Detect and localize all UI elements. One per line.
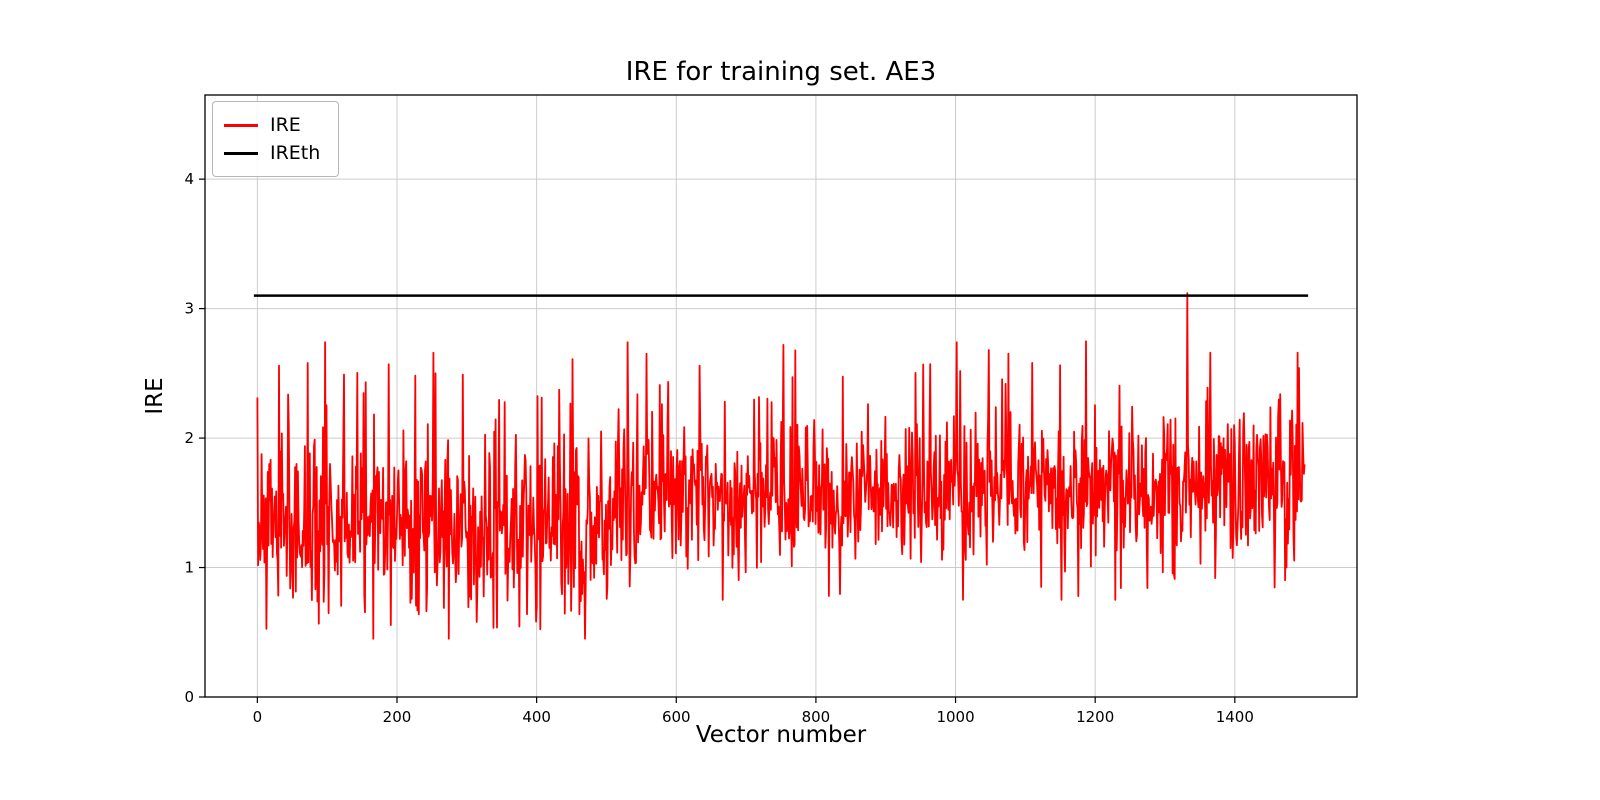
x-tick-label: 400 <box>522 708 551 726</box>
x-axis-label: Vector number <box>695 722 867 748</box>
x-tick-label: 1400 <box>1216 708 1254 726</box>
legend-line-sample-ire <box>224 123 258 127</box>
chart-title: IRE for training set. AE3 <box>625 57 937 87</box>
axes-spine <box>204 94 1358 698</box>
plot-background <box>205 95 1357 697</box>
x-tick-label: 200 <box>383 708 412 726</box>
legend-line-sample-ireth <box>224 151 258 155</box>
y-tick-label: 2 <box>184 429 194 447</box>
legend: IRE IREth <box>212 101 340 177</box>
x-tick-label: 1000 <box>936 708 974 726</box>
y-tick-label: 3 <box>184 300 194 318</box>
legend-label-ireth: IREth <box>270 141 321 164</box>
x-tick-label: 0 <box>253 708 263 726</box>
y-tick-label: 1 <box>184 559 194 577</box>
x-tick-label: 800 <box>802 708 831 726</box>
x-tick-label: 600 <box>662 708 691 726</box>
y-tick-label: 0 <box>184 688 194 706</box>
legend-entry-ire: IRE <box>224 111 320 139</box>
legend-label-ire: IRE <box>270 113 301 136</box>
ticks: 0 200 400 600 800 1000 1200 1400 0 1 2 3 4 <box>184 170 1253 726</box>
x-tick-label: 1200 <box>1076 708 1114 726</box>
legend-entry-ireth: IREth <box>224 139 320 167</box>
series-line-ire <box>256 292 1306 640</box>
y-tick-label: 4 <box>184 170 194 188</box>
